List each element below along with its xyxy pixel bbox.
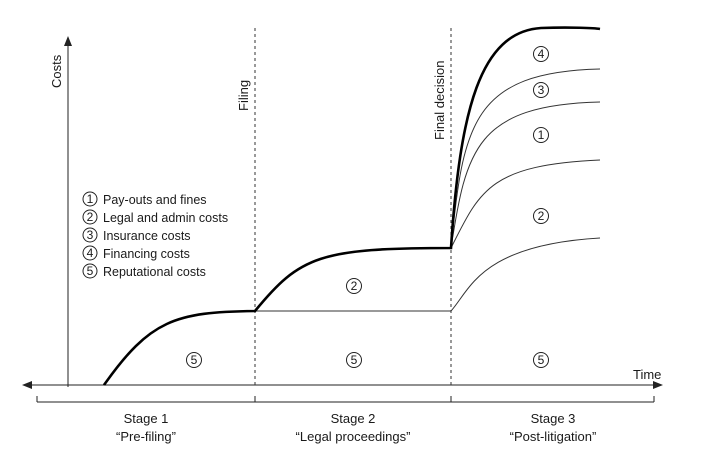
- legend-item: 1 Pay-outs and fines: [82, 191, 207, 207]
- svg-text:2: 2: [87, 210, 94, 224]
- region-label-stage1-5: 5: [186, 352, 202, 368]
- svg-text:1: 1: [538, 128, 545, 142]
- legend-item: 5 Reputational costs: [82, 263, 206, 279]
- svg-text:Legal and admin costs: Legal and admin costs: [103, 211, 228, 225]
- svg-text:3: 3: [87, 228, 94, 242]
- region-label-stage3-4: 4: [533, 46, 549, 62]
- baseline-curve-5: [450, 237, 601, 312]
- stage-2-title: Stage 2: [331, 411, 376, 426]
- svg-text:2: 2: [538, 209, 545, 223]
- svg-text:Reputational costs: Reputational costs: [103, 265, 206, 279]
- svg-text:5: 5: [351, 353, 358, 367]
- total-cost-curve: [102, 26, 601, 386]
- curve-1-top: [450, 101, 601, 249]
- region-label-stage3-2: 2: [533, 208, 549, 224]
- svg-text:5: 5: [87, 264, 94, 278]
- svg-text:4: 4: [538, 47, 545, 61]
- stage-3-title: Stage 3: [531, 411, 576, 426]
- stage-bracket: [36, 396, 655, 403]
- region-label-stage3-3: 3: [533, 82, 549, 98]
- filing-label: Filing: [236, 80, 251, 111]
- y-axis-arrowhead: [64, 36, 72, 46]
- x-axis-arrowhead-left: [22, 381, 32, 389]
- stage-3-subtitle: “Post-litigation”: [510, 429, 597, 444]
- svg-text:2: 2: [351, 279, 358, 293]
- svg-text:1: 1: [87, 192, 94, 206]
- x-axis-label: Time: [633, 367, 661, 382]
- stage-1-title: Stage 1: [124, 411, 169, 426]
- legend-item: 2 Legal and admin costs: [82, 209, 228, 225]
- stage-1-subtitle: “Pre-filing”: [116, 429, 176, 444]
- final-decision-label: Final decision: [432, 61, 447, 141]
- stage-2-subtitle: “Legal proceedings”: [296, 429, 411, 444]
- svg-text:Insurance costs: Insurance costs: [103, 229, 191, 243]
- svg-text:4: 4: [87, 246, 94, 260]
- region-label-stage3-1: 1: [533, 127, 549, 143]
- svg-text:3: 3: [538, 83, 545, 97]
- x-axis-arrowhead-right: [653, 381, 663, 389]
- region-label-stage3-5: 5: [533, 352, 549, 368]
- legend-item: 4 Financing costs: [82, 245, 190, 261]
- legend-item: 3 Insurance costs: [82, 227, 191, 243]
- svg-text:5: 5: [538, 353, 545, 367]
- svg-text:Pay-outs and fines: Pay-outs and fines: [103, 193, 207, 207]
- curve-2-top: [450, 159, 601, 249]
- svg-text:Financing costs: Financing costs: [103, 247, 190, 261]
- region-label-stage2-2: 2: [346, 278, 362, 294]
- legend: 1 Pay-outs and fines 2 Legal and admin c…: [82, 191, 228, 279]
- region-label-stage2-5: 5: [346, 352, 362, 368]
- svg-text:5: 5: [191, 353, 198, 367]
- y-axis-label: Costs: [49, 54, 64, 88]
